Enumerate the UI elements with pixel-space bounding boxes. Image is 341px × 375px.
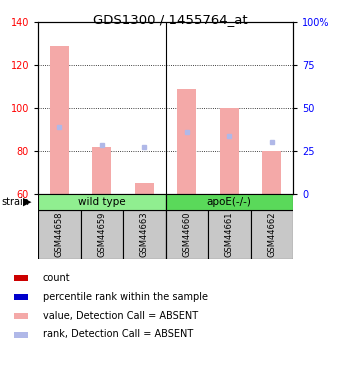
Bar [80,210,123,259]
Text: GSM44662: GSM44662 [267,212,276,257]
Bar [50,46,69,194]
Text: ▶: ▶ [23,197,32,207]
Bar [208,210,251,259]
Bar [177,88,196,194]
Text: GSM44659: GSM44659 [97,212,106,257]
Text: GSM44661: GSM44661 [225,212,234,257]
Bar [251,210,293,259]
Text: GSM44658: GSM44658 [55,212,64,257]
Bar [123,210,165,259]
Text: GSM44660: GSM44660 [182,212,191,257]
Text: percentile rank within the sample: percentile rank within the sample [43,292,208,302]
Bar [165,210,208,259]
Text: apoE(-/-): apoE(-/-) [207,197,252,207]
Text: strain: strain [2,197,30,207]
Bar [14,313,28,319]
Bar [220,108,239,194]
Bar [14,294,28,300]
Bar [14,332,28,338]
Bar [262,151,281,194]
Text: wild type: wild type [78,197,125,207]
Bar [38,194,165,210]
Bar [14,275,28,281]
Bar [38,210,80,259]
Text: GDS1300 / 1455764_at: GDS1300 / 1455764_at [93,13,248,26]
Bar [135,183,154,194]
Bar [92,147,111,194]
Text: value, Detection Call = ABSENT: value, Detection Call = ABSENT [43,311,198,321]
Text: count: count [43,273,71,283]
Bar [165,194,293,210]
Text: rank, Detection Call = ABSENT: rank, Detection Call = ABSENT [43,330,193,339]
Text: GSM44663: GSM44663 [140,212,149,257]
